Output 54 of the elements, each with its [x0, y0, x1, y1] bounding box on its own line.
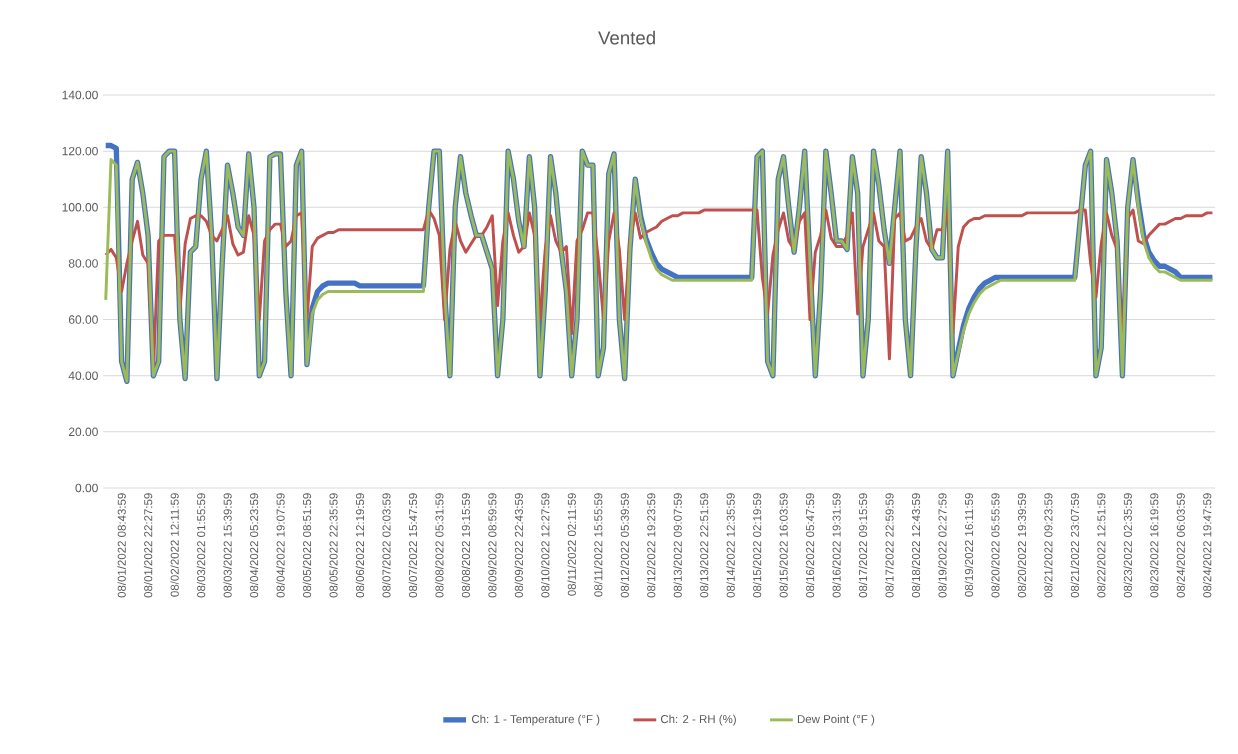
x-tick-label: 08/15/2022 16:03:59: [779, 493, 788, 598]
x-tick-label: 08/21/2022 23:07:59: [1070, 493, 1079, 598]
x-tick-label: 08/23/2022 02:35:59: [1123, 493, 1132, 598]
x-tick-label: 08/16/2022 05:47:59: [805, 493, 815, 598]
y-tick-label: 0.00: [75, 483, 98, 493]
x-tick-label: 08/01/2022 08:43:59: [117, 493, 126, 598]
y-tick-label: 140.00: [62, 90, 98, 100]
x-tick-label: 08/05/2022 08:51:59: [302, 493, 312, 598]
y-tick-label: 80.00: [68, 259, 98, 268]
x-tick-label: 08/14/2022 12:35:59: [726, 493, 735, 598]
x-tick-label: 08/08/2022 05:31:59: [435, 493, 444, 598]
y-tick-label: 60.00: [68, 315, 98, 324]
x-tick-label: 08/18/2022 12:43:59: [911, 493, 921, 598]
x-tick-label: 08/24/2022 19:47:59: [1202, 493, 1212, 598]
x-tick-label: 08/01/2022 22:27:59: [143, 493, 153, 598]
x-tick-label: 08/04/2022 19:07:59: [276, 493, 285, 598]
x-tick-label: 08/19/2022 02:27:59: [938, 493, 947, 598]
x-tick-label: 08/07/2022 02:03:59: [382, 493, 391, 598]
x-tick-label: 08/16/2022 19:31:59: [832, 493, 841, 598]
y-tick-label: 20.00: [68, 427, 98, 437]
y-tick-label: 120.00: [62, 146, 98, 156]
x-tick-label: 08/07/2022 15:47:59: [408, 493, 418, 598]
x-tick-label: 08/08/2022 19:15:59: [461, 493, 470, 598]
x-tick-label: 08/02/2022 12:11:59: [170, 493, 179, 597]
x-tick-label: 08/24/2022 06:03:59: [1176, 493, 1185, 598]
x-tick-label: 08/11/2022 02:11:59: [567, 493, 576, 596]
x-tick-label: 08/04/2022 05:23:59: [249, 493, 259, 598]
x-tick-label: 08/10/2022 12:27:59: [541, 493, 550, 598]
x-tick-label: 08/09/2022 22:43:59: [514, 493, 523, 598]
x-tick-label: 08/21/2022 09:23:59: [1044, 493, 1053, 598]
x-tick-label: 08/19/2022 16:11:59: [964, 493, 974, 597]
x-tick-label: 08/20/2022 19:39:59: [1017, 493, 1026, 598]
x-tick-label: 08/03/2022 01:55:59: [196, 493, 206, 598]
x-tick-label: 08/20/2022 05:55:59: [991, 493, 1000, 598]
legend-label: Ch: 1 - Temperature (°F ): [471, 714, 600, 726]
x-tick-label: 08/17/2022 22:59:59: [885, 493, 894, 598]
x-tick-label: 08/17/2022 09:15:59: [858, 493, 868, 598]
x-tick-label: 08/15/2022 02:19:59: [752, 493, 762, 598]
x-tick-label: 08/09/2022 08:59:59: [488, 493, 497, 598]
x-tick-label: 08/13/2022 22:51:59: [699, 493, 709, 598]
x-tick-label: 08/23/2022 16:19:59: [1149, 493, 1159, 598]
x-tick-label: 08/22/2022 12:51:59: [1097, 493, 1106, 598]
x-tick-label: 08/11/2022 15:55:59: [593, 493, 603, 597]
x-tick-label: 08/06/2022 12:19:59: [355, 493, 365, 598]
chart-title: Vented: [598, 30, 655, 45]
legend-label: Dew Point (°F ): [797, 714, 875, 726]
y-tick-label: 40.00: [68, 371, 98, 380]
x-tick-label: 08/05/2022 22:35:59: [329, 493, 338, 598]
x-tick-label: 08/03/2022 15:39:59: [223, 493, 232, 598]
x-tick-label: 08/12/2022 05:39:59: [620, 493, 629, 598]
y-tick-label: 100.00: [62, 203, 98, 212]
x-tick-label: 08/12/2022 19:23:59: [646, 493, 656, 598]
x-tick-label: 08/13/2022 09:07:59: [673, 493, 682, 598]
legend-label: Ch: 2 - RH (%): [660, 714, 736, 726]
